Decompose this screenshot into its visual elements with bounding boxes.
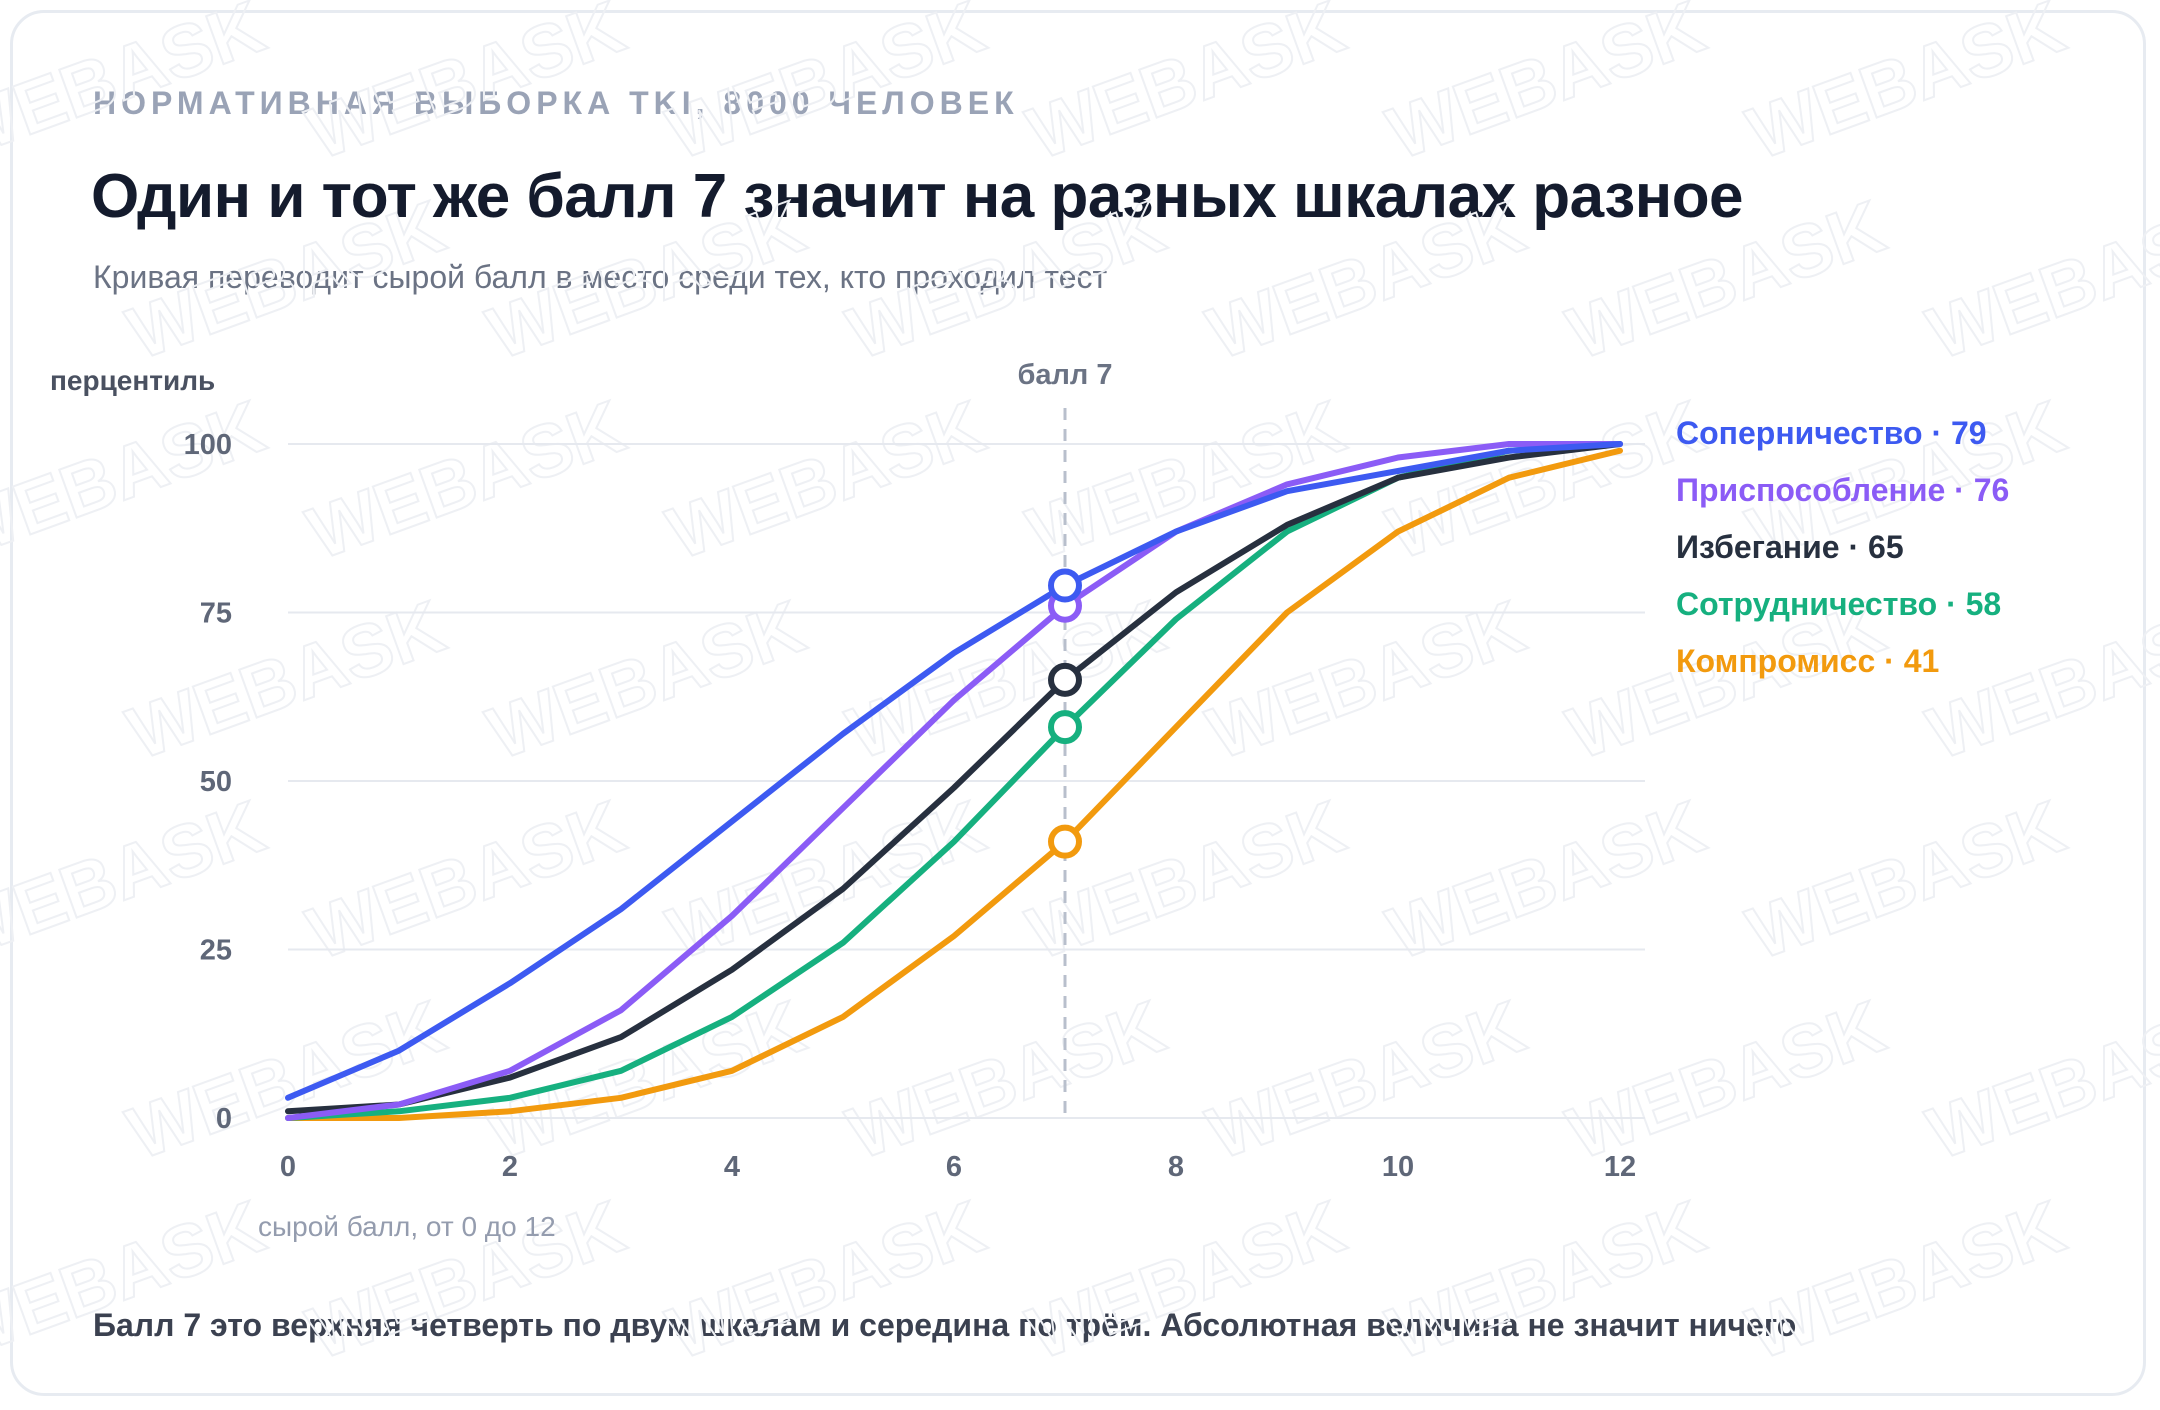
y-tick-label-75: 75 bbox=[200, 598, 232, 630]
x-tick-label-8: 8 bbox=[1168, 1151, 1184, 1183]
x-tick-label-2: 2 bbox=[502, 1151, 518, 1183]
watermark-text: WEBASK bbox=[477, 185, 814, 375]
watermark-text: WEBASK bbox=[837, 985, 1174, 1175]
watermark-text: WEBASK bbox=[837, 185, 1174, 375]
watermark-text: WEBASK bbox=[1737, 0, 2074, 175]
chart-subtitle: Кривая переводит сырой балл в место сред… bbox=[93, 259, 1108, 295]
watermark-text: WEBASK bbox=[0, 785, 275, 975]
legend-item-Соперничество: Соперничество · 79 bbox=[1676, 415, 1987, 451]
series-line-Компромисс bbox=[285, 447, 1623, 1121]
watermark-text: WEBASK bbox=[297, 785, 634, 975]
highlight-point-Соперничество bbox=[1048, 568, 1082, 603]
highlight-point-Компромисс bbox=[1048, 824, 1082, 859]
x-tick-label-10: 10 bbox=[1382, 1151, 1414, 1183]
y-tick-label-25: 25 bbox=[200, 935, 232, 967]
watermark-text: WEBASK bbox=[297, 0, 634, 175]
y-tick-label-100: 100 bbox=[184, 429, 232, 461]
legend-item-Избегание: Избегание · 65 bbox=[1676, 529, 1904, 565]
watermark-text: WEBASK bbox=[1377, 0, 1714, 175]
chart-footnote: Балл 7 это верхняя четверть по двум шкал… bbox=[93, 1307, 1797, 1343]
eyebrow-label: НОРМАТИВНАЯ ВЫБОРКА TKI, 8000 ЧЕЛОВЕК bbox=[93, 85, 1019, 121]
watermark-text: WEBASK bbox=[1017, 0, 1354, 175]
x-tick-label-6: 6 bbox=[946, 1151, 962, 1183]
chart-card: НОРМАТИВНАЯ ВЫБОРКА TKI, 8000 ЧЕЛОВЕК Од… bbox=[10, 10, 2146, 1396]
legend-item-Приспособление: Приспособление · 76 bbox=[1676, 472, 2009, 508]
watermark-text: WEBASK bbox=[1197, 985, 1534, 1175]
series-line-Соперничество bbox=[285, 441, 1623, 1101]
watermark-text: WEBASK bbox=[117, 185, 454, 375]
watermark-text: WEBASK bbox=[477, 985, 814, 1175]
watermark-text: WEBASK bbox=[117, 985, 454, 1175]
highlight-markers bbox=[1048, 568, 1082, 859]
series-line-Приспособление bbox=[285, 441, 1623, 1121]
watermark-text: WEBASK bbox=[1017, 785, 1354, 975]
series-line-Избегание bbox=[285, 441, 1623, 1115]
reference-line-label: балл 7 bbox=[1017, 359, 1112, 391]
watermark-text: WEBASK bbox=[1917, 185, 2160, 375]
watermark-text: WEBASK bbox=[1377, 385, 1714, 575]
x-axis-title: сырой балл, от 0 до 12 bbox=[258, 1211, 556, 1242]
watermark-text: WEBASK bbox=[1197, 185, 1534, 375]
watermark-text: WEBASK bbox=[657, 385, 994, 575]
watermark-text: WEBASK bbox=[1737, 1185, 2074, 1375]
watermark-text: WEBASK bbox=[1377, 1185, 1714, 1375]
y-tick-label-0: 0 bbox=[216, 1103, 232, 1135]
x-tick-label-0: 0 bbox=[280, 1151, 296, 1183]
watermark-text: WEBASK bbox=[1557, 985, 1894, 1175]
watermark-text: WEBASK bbox=[0, 385, 275, 575]
watermark-text: WEBASK bbox=[657, 1185, 994, 1375]
watermark-text: WEBASK bbox=[0, 0, 275, 175]
watermark-text: WEBASK bbox=[657, 0, 994, 175]
legend-item-Компромисс: Компромисс · 41 bbox=[1676, 643, 1939, 679]
legend: Соперничество · 79 Приспособление · 76 Изб… bbox=[1676, 415, 2009, 679]
reference-line-group: балл 7 bbox=[1017, 359, 1113, 1118]
y-axis-title: перцентиль bbox=[50, 365, 215, 396]
highlight-point-Избегание bbox=[1048, 662, 1082, 697]
chart-title: Один и тот же балл 7 значит на разных шк… bbox=[91, 162, 1744, 231]
watermark-text: WEBASK bbox=[1377, 785, 1714, 975]
watermark-text: WEBASK bbox=[297, 385, 634, 575]
axis-ticks: 0 25 50 75 100 0 2 4 6 8 10 12 bbox=[184, 429, 1637, 1183]
legend-item-Сотрудничество: Сотрудничество · 58 bbox=[1676, 586, 2001, 622]
highlight-point-Сотрудничество bbox=[1048, 710, 1082, 745]
y-tick-label-50: 50 bbox=[200, 766, 232, 798]
watermark-text: WEBASK bbox=[1917, 985, 2160, 1175]
watermark-text: WEBASK bbox=[1017, 1185, 1354, 1375]
x-tick-label-4: 4 bbox=[724, 1151, 740, 1183]
grid-lines bbox=[288, 443, 1645, 1119]
watermark-text: WEBASK bbox=[0, 1185, 275, 1375]
watermark-text: WEBASK bbox=[1557, 185, 1894, 375]
x-tick-label-12: 12 bbox=[1604, 1151, 1636, 1183]
watermark-text: WEBASK bbox=[1737, 785, 2074, 975]
series-lines bbox=[285, 441, 1623, 1121]
